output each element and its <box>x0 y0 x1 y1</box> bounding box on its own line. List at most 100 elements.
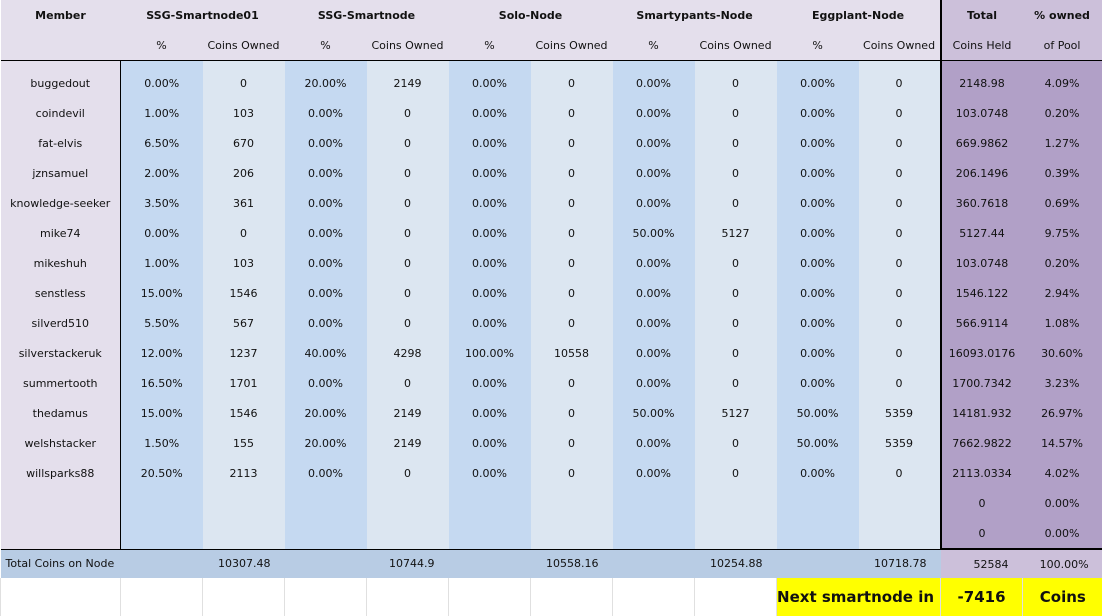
node-percent-cell[interactable]: 50.00% <box>777 398 859 428</box>
pct-subheader[interactable]: % <box>449 30 531 61</box>
node-percent-cell[interactable]: 0.00% <box>285 128 367 158</box>
coins-subheader[interactable]: Coins Owned <box>203 30 285 61</box>
node-percent-cell[interactable] <box>285 518 367 549</box>
coins-subheader[interactable]: Coins Owned <box>859 30 941 61</box>
member-subheader[interactable] <box>1 30 121 61</box>
node-percent-cell[interactable]: 0.00% <box>449 68 531 98</box>
coins-subheader[interactable]: Coins Owned <box>367 30 449 61</box>
node-percent-cell[interactable]: 0.00% <box>613 68 695 98</box>
node-coins-cell[interactable] <box>859 518 941 549</box>
node-percent-cell[interactable]: 0.00% <box>285 188 367 218</box>
node-percent-cell[interactable]: 0.00% <box>613 158 695 188</box>
node-coins-cell[interactable]: 0 <box>695 338 777 368</box>
node-coins-cell[interactable]: 2113 <box>203 458 285 488</box>
node-percent-cell[interactable]: 0.00% <box>777 128 859 158</box>
node-coins-cell[interactable]: 155 <box>203 428 285 458</box>
node-coins-cell[interactable]: 0 <box>367 128 449 158</box>
node-coins-cell[interactable]: 0 <box>367 278 449 308</box>
pool-percent-cell[interactable]: 0.20% <box>1023 98 1102 128</box>
node-percent-cell[interactable]: 20.00% <box>285 398 367 428</box>
pool-percent-cell[interactable]: 0.00% <box>1023 488 1102 518</box>
node-coins-cell[interactable]: 1237 <box>203 338 285 368</box>
node-coins-cell[interactable]: 0 <box>859 158 941 188</box>
node-percent-cell[interactable]: 0.00% <box>613 308 695 338</box>
node-percent-cell[interactable] <box>449 518 531 549</box>
pool-percent-cell[interactable]: 1.08% <box>1023 308 1102 338</box>
node-percent-cell[interactable]: 100.00% <box>449 338 531 368</box>
node-coins-cell[interactable] <box>695 488 777 518</box>
node-coins-cell[interactable]: 0 <box>531 128 613 158</box>
node-coins-cell[interactable]: 0 <box>859 68 941 98</box>
node-coins-cell[interactable]: 0 <box>531 248 613 278</box>
node-percent-cell[interactable]: 1.00% <box>121 98 203 128</box>
node-percent-cell[interactable]: 16.50% <box>121 368 203 398</box>
pct-subheader[interactable]: % <box>613 30 695 61</box>
node-percent-cell[interactable]: 0.00% <box>777 458 859 488</box>
node-percent-cell[interactable]: 0.00% <box>449 218 531 248</box>
coins-held-cell[interactable]: 2113.0334 <box>941 458 1023 488</box>
node-percent-cell[interactable]: 0.00% <box>613 338 695 368</box>
node-percent-cell[interactable]: 0.00% <box>285 278 367 308</box>
coins-held-cell[interactable]: 103.0748 <box>941 248 1023 278</box>
member-name-cell[interactable]: knowledge-seeker <box>1 188 121 218</box>
node-coins-cell[interactable]: 0 <box>859 218 941 248</box>
node-percent-cell[interactable]: 0.00% <box>777 368 859 398</box>
node-percent-cell[interactable]: 0.00% <box>285 308 367 338</box>
coins-subheader[interactable]: Coins Owned <box>695 30 777 61</box>
node-coins-cell[interactable]: 103 <box>203 248 285 278</box>
node-percent-cell[interactable]: 0.00% <box>449 368 531 398</box>
node-coins-cell[interactable]: 0 <box>859 308 941 338</box>
node-percent-cell[interactable] <box>449 488 531 518</box>
node-percent-cell[interactable]: 0.00% <box>777 188 859 218</box>
member-name-cell[interactable]: jznsamuel <box>1 158 121 188</box>
pool-percent-cell[interactable]: 0.00% <box>1023 518 1102 549</box>
node-coins-cell[interactable] <box>367 518 449 549</box>
node-coins-cell[interactable]: 0 <box>695 188 777 218</box>
node-percent-cell[interactable]: 0.00% <box>613 278 695 308</box>
node-coins-cell[interactable]: 0 <box>367 218 449 248</box>
node-coins-cell[interactable]: 0 <box>367 158 449 188</box>
member-name-cell[interactable]: mikeshuh <box>1 248 121 278</box>
node-percent-cell[interactable]: 0.00% <box>449 128 531 158</box>
member-name-cell[interactable]: fat-elvis <box>1 128 121 158</box>
member-name-cell[interactable]: silverstackeruk <box>1 338 121 368</box>
pool-percent-cell[interactable]: 3.23% <box>1023 368 1102 398</box>
node-percent-cell[interactable]: 0.00% <box>613 128 695 158</box>
node-percent-cell[interactable]: 6.50% <box>121 128 203 158</box>
pool-percent-cell[interactable]: 0.69% <box>1023 188 1102 218</box>
node-coins-cell[interactable]: 0 <box>531 308 613 338</box>
pool-percent-cell[interactable]: 26.97% <box>1023 398 1102 428</box>
node-percent-cell[interactable]: 0.00% <box>777 248 859 278</box>
node-percent-cell[interactable]: 0.00% <box>777 68 859 98</box>
node-percent-cell[interactable]: 0.00% <box>285 158 367 188</box>
node-coins-cell[interactable]: 0 <box>695 458 777 488</box>
node-total-4[interactable]: 10254.88 <box>695 549 777 578</box>
node-percent-cell[interactable]: 2.00% <box>121 158 203 188</box>
node-coins-cell[interactable]: 0 <box>859 278 941 308</box>
node-percent-cell[interactable]: 50.00% <box>777 428 859 458</box>
node-percent-cell[interactable]: 0.00% <box>449 428 531 458</box>
coins-held-cell[interactable]: 669.9862 <box>941 128 1023 158</box>
node-coins-cell[interactable]: 5127 <box>695 218 777 248</box>
node-percent-cell[interactable]: 0.00% <box>613 98 695 128</box>
coins-held-subheader[interactable]: Coins Held <box>941 30 1023 61</box>
node-coins-cell[interactable]: 0 <box>531 158 613 188</box>
node-coins-cell[interactable] <box>695 518 777 549</box>
coins-held-cell[interactable]: 7662.9822 <box>941 428 1023 458</box>
node-percent-cell[interactable] <box>777 518 859 549</box>
node-percent-cell[interactable]: 20.00% <box>285 428 367 458</box>
node-coins-cell[interactable]: 0 <box>695 278 777 308</box>
node-coins-cell[interactable]: 0 <box>367 368 449 398</box>
node-header-2[interactable]: SSG-Smartnode <box>285 0 449 30</box>
node-coins-cell[interactable]: 0 <box>367 308 449 338</box>
member-name-cell[interactable]: mike74 <box>1 218 121 248</box>
node-coins-cell[interactable]: 567 <box>203 308 285 338</box>
node-header-1[interactable]: SSG-Smartnode01 <box>121 0 285 30</box>
coins-held-cell[interactable]: 566.9114 <box>941 308 1023 338</box>
coins-held-cell[interactable]: 14181.932 <box>941 398 1023 428</box>
node-coins-cell[interactable]: 0 <box>859 128 941 158</box>
pool-percent-cell[interactable]: 14.57% <box>1023 428 1102 458</box>
node-coins-cell[interactable]: 361 <box>203 188 285 218</box>
node-coins-cell[interactable]: 0 <box>531 278 613 308</box>
coins-held-cell[interactable]: 5127.44 <box>941 218 1023 248</box>
